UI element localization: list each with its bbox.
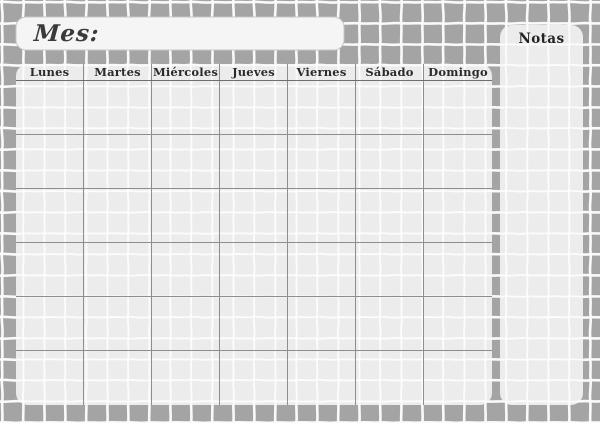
calendar-cell[interactable] <box>356 135 424 189</box>
calendar-cell[interactable] <box>16 351 84 405</box>
calendar-cell[interactable] <box>356 189 424 243</box>
calendar-cell[interactable] <box>424 297 492 351</box>
notes-title: Notas <box>518 31 565 47</box>
calendar-cell[interactable] <box>16 243 84 297</box>
calendar-cell[interactable] <box>424 243 492 297</box>
calendar-cell[interactable] <box>220 135 288 189</box>
calendar-cell[interactable] <box>356 81 424 135</box>
monthly-calendar: Lunes Martes Miércoles Jueves Viernes Sábado D… <box>16 64 492 405</box>
calendar-cell[interactable] <box>288 189 356 243</box>
calendar-cell[interactable] <box>220 81 288 135</box>
weekday-header-cell: Miércoles <box>152 64 220 80</box>
calendar-cell[interactable] <box>16 81 84 135</box>
calendar-cell[interactable] <box>84 81 152 135</box>
notes-panel[interactable]: Notas <box>500 25 583 405</box>
calendar-cell[interactable] <box>424 189 492 243</box>
calendar-cell[interactable] <box>84 189 152 243</box>
calendar-cell[interactable] <box>84 135 152 189</box>
calendar-cell[interactable] <box>288 135 356 189</box>
calendar-cell[interactable] <box>288 243 356 297</box>
calendar-cell[interactable] <box>424 81 492 135</box>
weekday-header-row: Lunes Martes Miércoles Jueves Viernes Sábado D… <box>16 64 492 81</box>
calendar-cell[interactable] <box>356 297 424 351</box>
calendar-cell[interactable] <box>220 351 288 405</box>
calendar-cell[interactable] <box>356 243 424 297</box>
calendar-cell[interactable] <box>152 189 220 243</box>
calendar-cell[interactable] <box>16 189 84 243</box>
calendar-cell[interactable] <box>152 243 220 297</box>
calendar-cell[interactable] <box>220 297 288 351</box>
calendar-cell[interactable] <box>288 81 356 135</box>
calendar-cell[interactable] <box>16 297 84 351</box>
calendar-cell[interactable] <box>288 297 356 351</box>
calendar-cell[interactable] <box>152 351 220 405</box>
weekday-header-cell: Viernes <box>288 64 356 80</box>
calendar-cell[interactable] <box>220 189 288 243</box>
calendar-cell[interactable] <box>84 351 152 405</box>
calendar-cell[interactable] <box>84 297 152 351</box>
calendar-cell[interactable] <box>152 297 220 351</box>
weekday-header-cell: Domingo <box>428 65 488 79</box>
month-name-field[interactable]: Mes: <box>16 17 344 50</box>
weekday-header-cell: Jueves <box>220 64 288 80</box>
calendar-cell[interactable] <box>16 135 84 189</box>
calendar-cell[interactable] <box>424 351 492 405</box>
calendar-cell[interactable] <box>356 351 424 405</box>
calendar-cell[interactable] <box>424 135 492 189</box>
weekday-header-cell: Sábado <box>356 64 424 80</box>
calendar-cell[interactable] <box>152 135 220 189</box>
calendar-grid <box>16 81 492 405</box>
month-label: Mes: <box>33 20 101 47</box>
calendar-cell[interactable] <box>220 243 288 297</box>
calendar-cell[interactable] <box>84 243 152 297</box>
calendar-cell[interactable] <box>288 351 356 405</box>
weekday-header-cell: Lunes <box>16 64 84 80</box>
calendar-cell[interactable] <box>152 81 220 135</box>
weekday-header-cell: Martes <box>84 64 152 80</box>
